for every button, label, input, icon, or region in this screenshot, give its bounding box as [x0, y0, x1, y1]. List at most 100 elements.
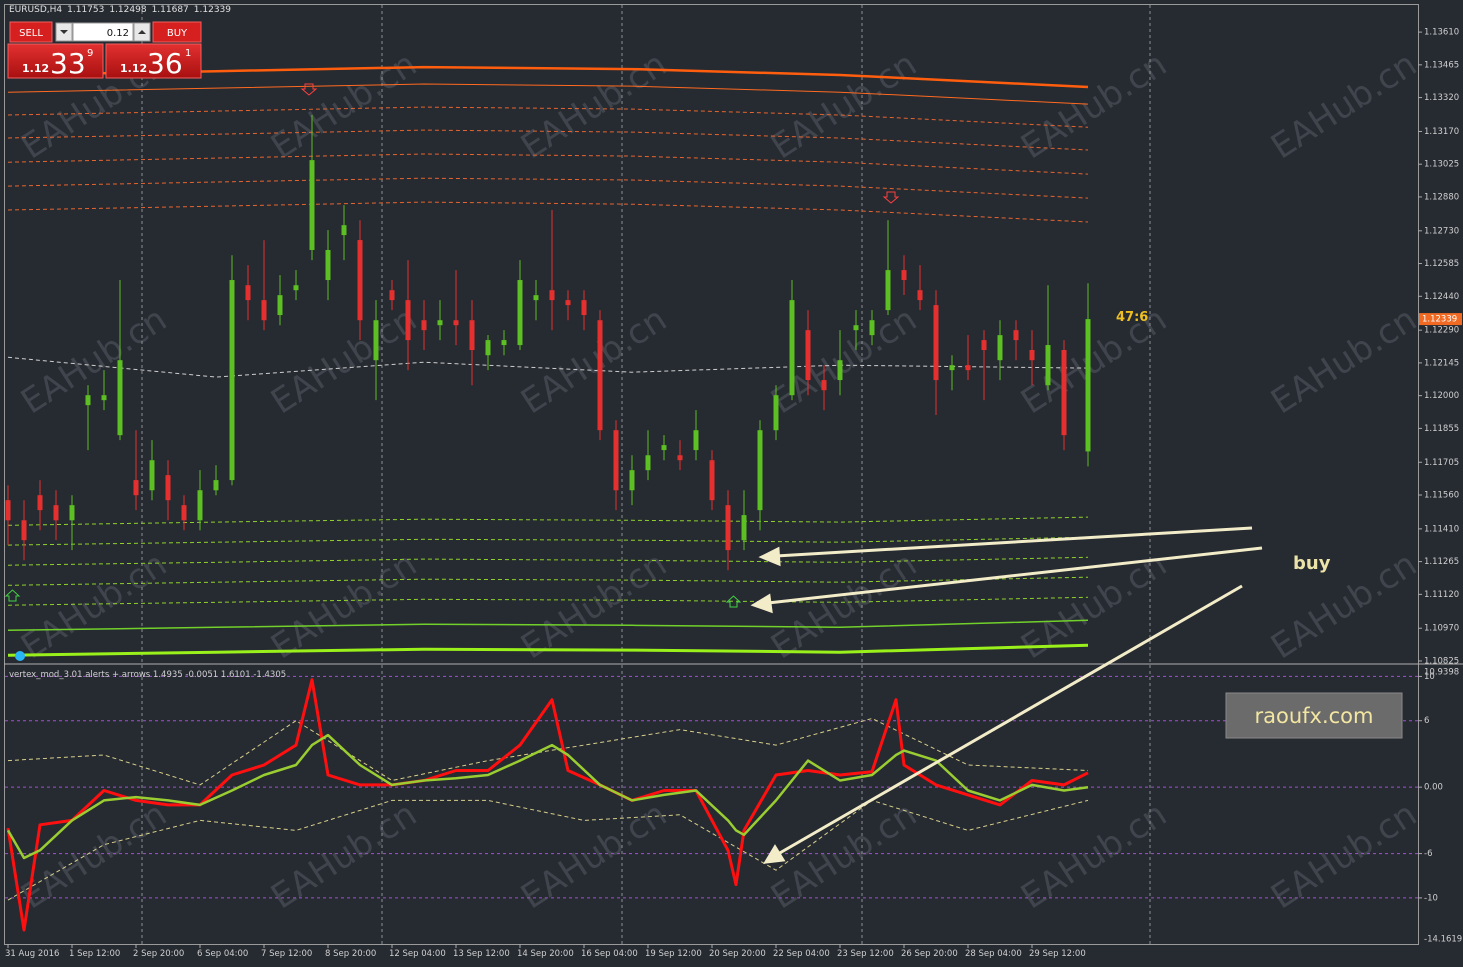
bid-box[interactable]	[7, 43, 104, 79]
buy-label[interactable]: BUY	[167, 28, 188, 39]
bar-timer: 47:6	[1116, 310, 1148, 325]
candle-body	[69, 505, 75, 521]
candle-body	[741, 515, 747, 541]
y-tick-label: 1.11560	[1424, 491, 1459, 501]
candle-body	[725, 505, 731, 551]
candle-body	[997, 335, 1003, 361]
y-tick-label: 1.11120	[1424, 590, 1459, 600]
indicator-line	[6, 733, 1089, 860]
x-tick-label: 12 Sep 04:00	[389, 949, 446, 959]
candle-body	[661, 445, 667, 451]
candle-body	[101, 395, 107, 401]
ohlc-value: 1.12498	[109, 5, 146, 15]
y-tick-label: 1.12290	[1424, 326, 1459, 336]
candle-body	[181, 505, 187, 521]
candle-body	[821, 380, 827, 391]
y-limit-label: -14.1619	[1424, 935, 1462, 945]
indicator-line	[7, 619, 1089, 632]
y-tick-label: 1.10825	[1424, 656, 1459, 666]
candle-body	[597, 320, 603, 431]
arrowhead	[763, 844, 786, 864]
y-tick-label: 0.00	[1424, 783, 1443, 793]
current-price-label: 1.12339	[1422, 315, 1457, 325]
ohlc-value: 1.11687	[152, 5, 189, 15]
buy-note: buy	[1293, 553, 1331, 574]
ask-sup: 1	[185, 48, 191, 59]
indicator-line	[7, 356, 1089, 378]
arrow	[777, 584, 1243, 856]
candle-body	[949, 365, 955, 371]
status-dot	[15, 651, 25, 661]
y-tick-label: 1.11265	[1424, 557, 1459, 567]
bid-sup: 9	[87, 48, 93, 59]
candle-body	[693, 430, 699, 451]
candle-body	[869, 320, 875, 336]
ohlc: 1.11753 1.12498 1.11687 1.12339	[67, 5, 231, 15]
site-box	[1225, 692, 1403, 739]
symbol: EURUSD,H4	[9, 5, 62, 15]
x-tick-label: 19 Sep 12:00	[645, 949, 702, 959]
candle-body	[1045, 345, 1051, 386]
ask-box[interactable]	[105, 43, 202, 79]
candle-body	[133, 480, 139, 496]
buy-arrow	[725, 595, 742, 608]
x-tick-label: 22 Sep 04:00	[773, 949, 830, 959]
candle-body	[325, 250, 331, 281]
indicator-line	[7, 106, 1089, 128]
lot-value[interactable]: 0.12	[107, 28, 129, 39]
trade-panel: SELL 0.12 BUY 1.12 33 9 1.12 36 1	[7, 21, 202, 80]
sell-label[interactable]: SELL	[19, 28, 43, 39]
y-tick-label: -10	[1424, 893, 1438, 903]
candle-body	[917, 290, 923, 301]
candle-body	[981, 340, 987, 351]
up-icon	[138, 30, 146, 34]
candle-body	[757, 430, 763, 511]
y-tick-label: 1.11705	[1424, 458, 1459, 468]
x-tick-label: 31 Aug 2016	[5, 949, 59, 959]
lot-input[interactable]	[72, 22, 134, 42]
y-tick-label: 1.12000	[1424, 391, 1459, 401]
y-tick-label: 1.13320	[1424, 93, 1459, 103]
indicator-line	[7, 129, 1089, 151]
candle-body	[245, 285, 251, 301]
candle-body	[405, 300, 411, 341]
indicator-line	[7, 516, 1089, 526]
indicator-line	[7, 643, 1089, 657]
candle-body	[533, 295, 539, 301]
site-label: raoufx.com	[1254, 704, 1373, 728]
candle-body	[197, 490, 203, 521]
indicator-line	[6, 678, 1089, 932]
candle-body	[677, 455, 683, 461]
x-tick-label: 20 Sep 20:00	[709, 949, 766, 959]
plots	[5, 65, 1418, 932]
y-tick-label: 1.13610	[1424, 28, 1459, 38]
annotation-arrows	[750, 526, 1263, 864]
indicator-line	[7, 153, 1089, 175]
x-tick-label: 8 Sep 20:00	[325, 949, 376, 959]
x-tick-label: 13 Sep 12:00	[453, 949, 510, 959]
candle-body	[21, 520, 27, 541]
sell-button[interactable]	[9, 21, 53, 43]
candle-body	[901, 270, 907, 281]
indicator-title: vertex_mod_3.01 alerts + arrows 1.4935 -…	[9, 670, 286, 680]
y-limit-label: 10.9398	[1424, 668, 1459, 678]
indicator-line	[7, 536, 1089, 546]
y-tick-label: 1.13025	[1424, 160, 1459, 170]
ohlc-value: 1.12339	[194, 5, 231, 15]
candle-body	[1029, 350, 1035, 361]
y-tick-label: 1.12145	[1424, 358, 1459, 368]
ask-big: 36	[147, 47, 183, 80]
y-tick-label: 1.12585	[1424, 259, 1459, 269]
y-tick-label: 1.12880	[1424, 192, 1459, 202]
candle-body	[581, 300, 587, 316]
buy-button[interactable]	[152, 21, 202, 43]
arrow	[767, 546, 1263, 605]
candle-body	[373, 320, 379, 361]
candle-body	[645, 455, 651, 471]
indicator-line	[7, 83, 1089, 105]
candle-body	[565, 300, 571, 306]
x-tick-label: 6 Sep 04:00	[197, 949, 248, 959]
